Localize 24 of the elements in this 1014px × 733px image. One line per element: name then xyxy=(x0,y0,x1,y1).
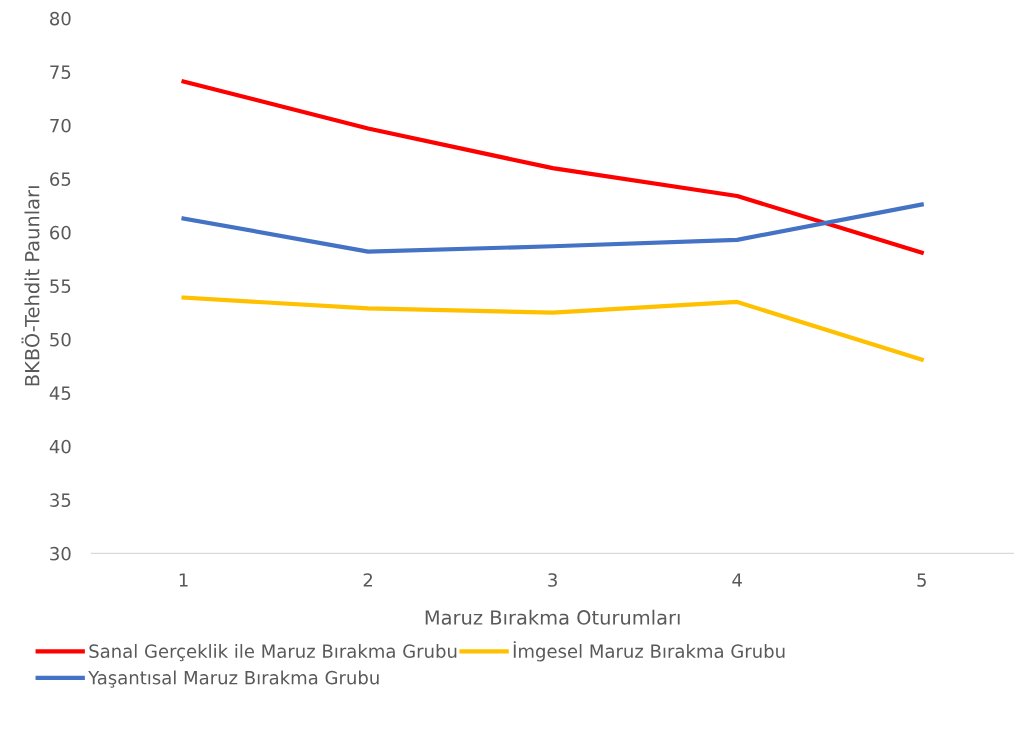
legend-label: Sanal Gerçeklik ile Maruz Bırakma Grubu xyxy=(89,644,457,662)
y-tick-label: 65 xyxy=(50,172,71,186)
legend-label: Yaşantısal Maruz Bırakma Grubu xyxy=(88,670,379,688)
line-series xyxy=(181,202,924,254)
legend-label: İmgesel Maruz Bırakma Grubu xyxy=(513,641,785,662)
x-tick-label: 4 xyxy=(732,573,742,587)
x-axis-title: Maruz Bırakma Oturumları xyxy=(425,609,680,625)
y-tick-label: 30 xyxy=(50,546,71,561)
x-tick-label: 2 xyxy=(363,573,373,587)
y-tick-label: 35 xyxy=(50,493,71,508)
x-tick-label: 1 xyxy=(179,573,188,587)
x-tick-label: 3 xyxy=(548,573,557,587)
line-series xyxy=(181,295,924,362)
y-tick-label: 40 xyxy=(49,439,71,454)
y-tick-label: 75 xyxy=(50,65,71,79)
y-tick-label: 80 xyxy=(50,11,71,26)
y-tick-label: 50 xyxy=(50,332,71,347)
y-axis-title: BKBÖ-Tehdit Paunları xyxy=(21,186,40,386)
y-tick-label: 55 xyxy=(50,279,71,293)
y-tick-label: 70 xyxy=(50,118,71,133)
x-tick-label: 5 xyxy=(917,573,926,587)
y-tick-label: 60 xyxy=(50,225,71,240)
line-series xyxy=(181,79,924,255)
y-tick-label: 45 xyxy=(49,386,71,400)
